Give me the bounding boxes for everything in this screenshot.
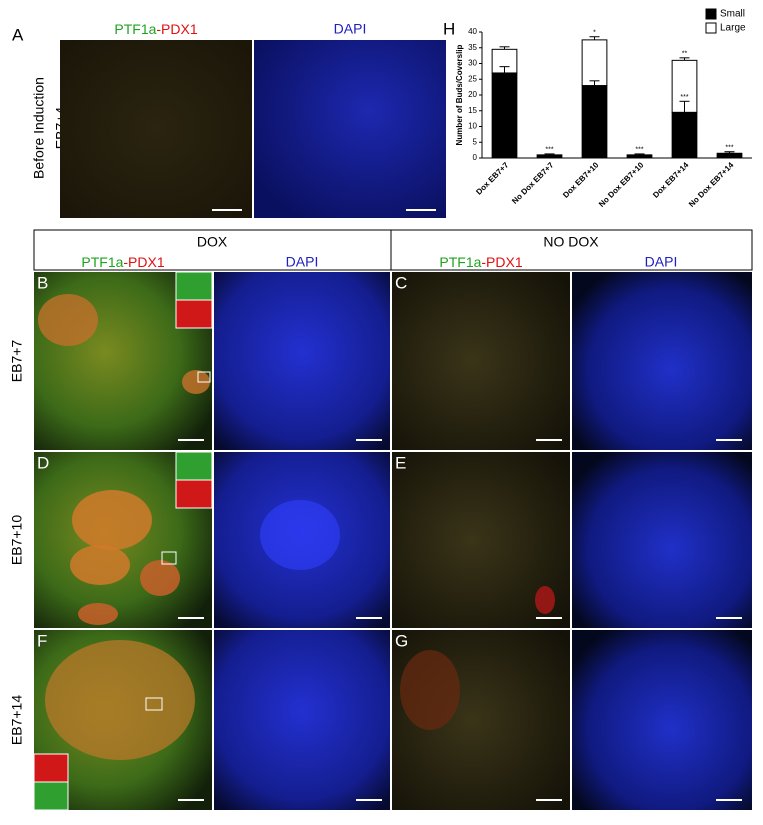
significance-label: ** [682, 51, 688, 58]
channel-header: PTF1a-PDX1 [81, 254, 164, 270]
cell-cluster [78, 603, 118, 625]
y-tick-label: 10 [468, 122, 477, 131]
y-tick-label: 35 [468, 43, 477, 52]
x-tick-label: No Dox EB7+14 [687, 160, 736, 209]
row-label: EB7+10 [9, 515, 25, 565]
micrograph [392, 272, 570, 450]
inset-green [33, 781, 69, 811]
channel-header: PTF1a-PDX1 [114, 21, 197, 37]
cell-cluster [38, 294, 98, 346]
micrograph [572, 630, 752, 810]
inset-green [175, 271, 213, 301]
significance-label: *** [725, 145, 733, 152]
inset-box [145, 697, 163, 711]
legend-swatch [705, 22, 717, 34]
cell-cluster [400, 650, 460, 730]
blue-channel: DAPI [645, 254, 678, 270]
x-tick-label: Dox EB7+7 [474, 160, 510, 196]
panel-letter: C [395, 273, 407, 292]
y-tick-label: 30 [468, 59, 477, 68]
cell-cluster [45, 640, 195, 760]
y-tick-label: 15 [468, 106, 477, 115]
cell-cluster [72, 490, 152, 550]
legend-label: Small [720, 9, 745, 20]
bar-segment [671, 111, 698, 159]
group-title: NO DOX [543, 234, 599, 250]
channel-header: PTF1a-PDX1 [439, 254, 522, 270]
significance-label: *** [680, 94, 688, 101]
red-channel: -PDX1 [123, 254, 164, 270]
group-box [33, 229, 753, 271]
micrograph [572, 272, 752, 450]
inset-red [175, 479, 213, 509]
bar-chart: H Number of Buds/Coverslip 0 5 10 15 20 25 30 3… [443, 8, 752, 209]
significance-label: *** [635, 147, 643, 154]
red-channel: -PDX1 [481, 254, 522, 270]
inset-green [175, 451, 213, 481]
micrograph [214, 272, 390, 450]
x-tick-label: No Dox EB7+7 [510, 160, 556, 206]
cell-cluster [140, 560, 180, 596]
micrograph [254, 40, 446, 218]
row-title: Before Induction [31, 77, 47, 179]
bar-segment [716, 152, 743, 159]
y-tick-label: 0 [473, 153, 478, 162]
panel-letter: F [37, 631, 47, 650]
micrograph [214, 630, 390, 810]
green-channel: PTF1a [439, 254, 481, 270]
y-axis-title: Number of Buds/Coverslip [455, 44, 464, 145]
bar-segment [581, 39, 608, 87]
red-channel: -PDX1 [156, 21, 197, 37]
group-title: DOX [197, 234, 228, 250]
cell-cluster [70, 545, 130, 585]
y-tick-label: 40 [468, 27, 477, 36]
inset-box [197, 371, 211, 383]
bar-segment [581, 85, 608, 159]
micrograph [60, 40, 252, 218]
blue-channel: DAPI [334, 21, 367, 37]
legend-label: Large [720, 23, 746, 34]
legend-swatch [705, 8, 717, 20]
cell-cluster [182, 370, 210, 394]
green-channel: PTF1a [81, 254, 123, 270]
y-tick-label: 25 [468, 74, 477, 83]
green-channel: PTF1a [114, 21, 156, 37]
row-label: EB7+14 [9, 695, 25, 745]
x-tick-label: No Dox EB7+10 [597, 160, 646, 209]
row-label: EB7+7 [9, 340, 25, 383]
cell-cluster [535, 586, 555, 614]
panel-letter: D [37, 453, 49, 472]
x-tick-label: Dox EB7+10 [561, 160, 601, 200]
panel-letter: H [443, 19, 455, 38]
inset-red [33, 753, 69, 783]
micrograph [572, 452, 752, 628]
panel-letter: B [37, 273, 48, 292]
significance-label: * [593, 30, 596, 37]
inset-red [175, 299, 213, 329]
y-tick-label: 5 [473, 137, 478, 146]
inset-box [161, 551, 177, 565]
cell-cluster [260, 500, 340, 570]
panel-letter: A [12, 25, 24, 44]
significance-label: *** [545, 147, 553, 154]
y-tick-label: 20 [468, 90, 477, 99]
panel-letter: E [395, 453, 406, 472]
x-tick-label: Dox EB7+14 [651, 160, 691, 200]
blue-channel: DAPI [286, 254, 319, 270]
panel-letter: G [395, 631, 408, 650]
micrograph-grid [33, 271, 752, 811]
bar-segment [491, 72, 518, 159]
